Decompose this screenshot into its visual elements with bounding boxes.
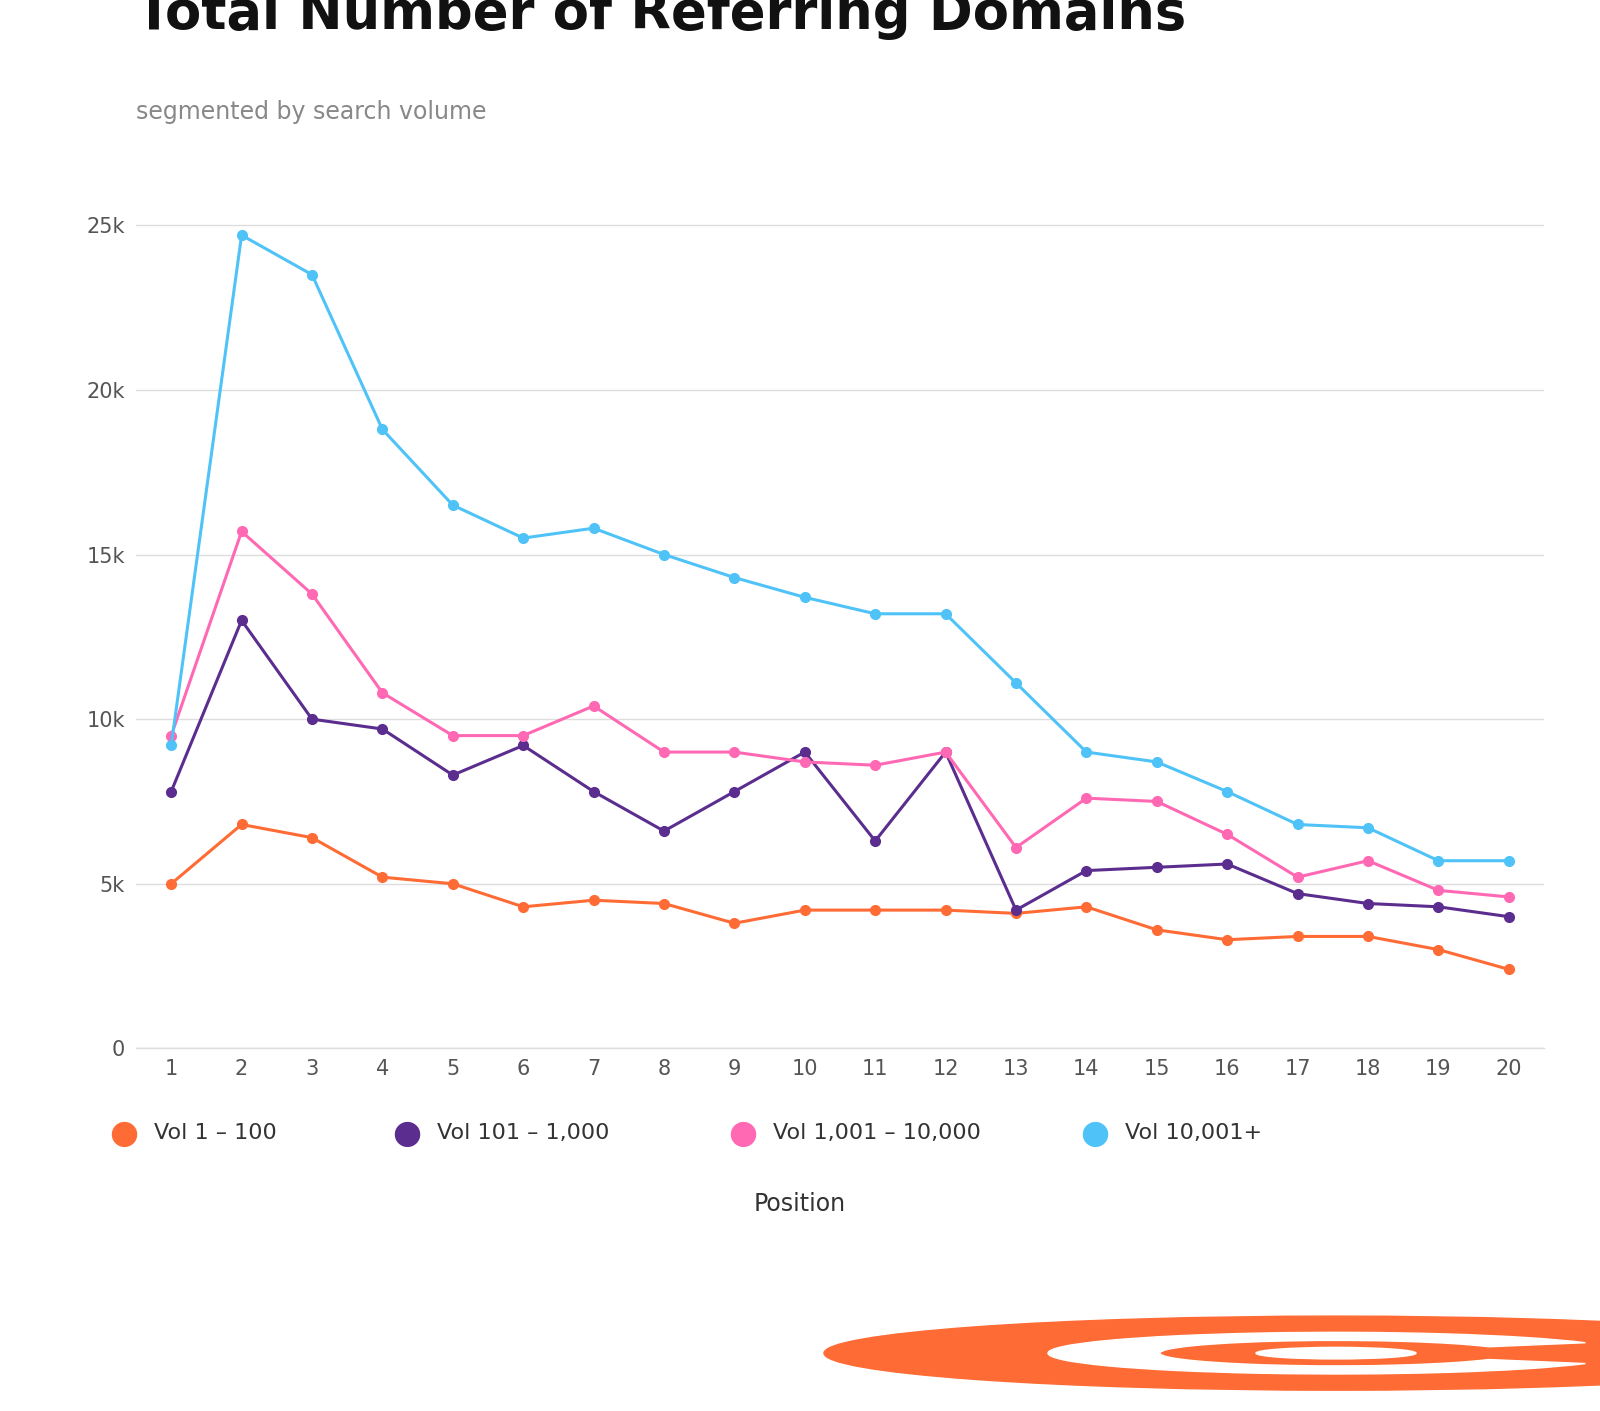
Text: SEMRUSH: SEMRUSH <box>1392 1336 1592 1370</box>
Circle shape <box>1256 1348 1416 1359</box>
Text: Position: Position <box>754 1191 846 1216</box>
Text: Vol 1 – 100: Vol 1 – 100 <box>154 1123 277 1143</box>
Text: segmented by search volume: segmented by search volume <box>136 100 486 124</box>
Text: Vol 1,001 – 10,000: Vol 1,001 – 10,000 <box>773 1123 981 1143</box>
Text: Vol 10,001+: Vol 10,001+ <box>1125 1123 1262 1143</box>
Text: Total Number of Referring Domains: Total Number of Referring Domains <box>136 0 1186 40</box>
Text: ●: ● <box>728 1116 757 1150</box>
Text: ●: ● <box>1080 1116 1109 1150</box>
Wedge shape <box>1048 1332 1586 1374</box>
Text: ●: ● <box>109 1116 138 1150</box>
Circle shape <box>824 1316 1600 1390</box>
Text: ●: ● <box>392 1116 421 1150</box>
Text: semrush.com: semrush.com <box>56 1340 216 1366</box>
Text: Vol 101 – 1,000: Vol 101 – 1,000 <box>437 1123 610 1143</box>
